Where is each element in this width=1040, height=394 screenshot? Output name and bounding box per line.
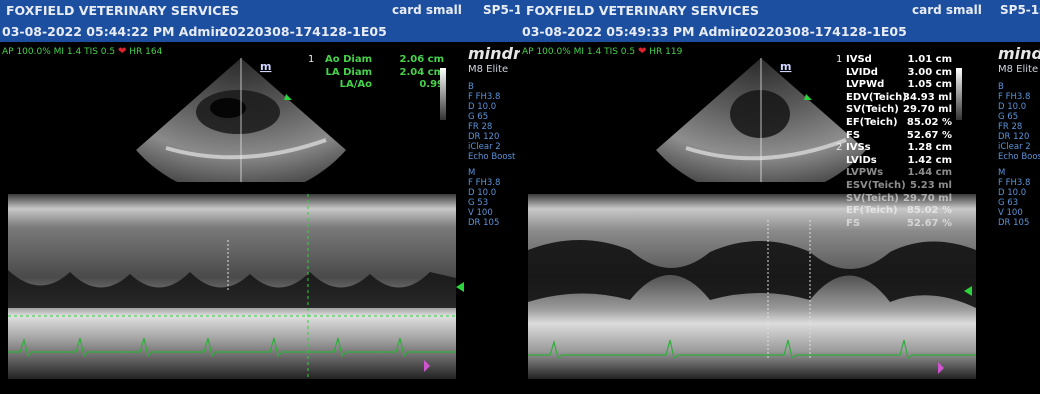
measurement-group-index: 1 bbox=[836, 54, 843, 65]
measurement-row: ESV(Teich) 5.23 ml bbox=[846, 180, 952, 193]
measurement-row: LA Diam 2.04 cm bbox=[322, 66, 445, 80]
measurement-value: 1.01 cm bbox=[907, 54, 952, 65]
acq-power-text: AP 100.0% MI 1.4 TIS 0.5 bbox=[522, 47, 636, 57]
gray-scale-bar bbox=[956, 68, 962, 120]
acquisition-params: AP 100.0% MI 1.4 TIS 0.5 ❤ HR 164 bbox=[2, 46, 162, 57]
study-id: 20220308-174128-1E05 bbox=[220, 24, 387, 39]
measurement-label: LA Diam bbox=[325, 66, 373, 78]
measurement-row: LVPWd 1.05 cm bbox=[846, 79, 952, 92]
measurement-label: LVPWd bbox=[846, 79, 885, 91]
measurement-label: FS bbox=[846, 129, 861, 141]
measurement-label: LVIDs bbox=[846, 154, 877, 166]
measurement-value: 85.02 % bbox=[906, 205, 952, 217]
left-ultrasound-panel: FOXFIELD VETERINARY SERVICES card small … bbox=[0, 0, 520, 379]
exam-preset: card small bbox=[912, 3, 982, 17]
measurement-results: 1 Ao Diam 2.06 cm LA Diam 2.04 cm LA/Ao 0.9… bbox=[308, 54, 445, 92]
measurement-row: LVIDd 3.00 cm bbox=[846, 67, 952, 80]
measurement-row: LA/Ao 0.99 bbox=[322, 79, 444, 92]
measurement-value: 2.06 cm bbox=[399, 54, 444, 65]
measurement-label: LVPWs bbox=[846, 167, 884, 179]
m-mode-strip bbox=[528, 194, 976, 379]
measurement-value: 1.44 cm bbox=[907, 167, 952, 179]
measurement-row: FS 52.67 % bbox=[846, 218, 952, 231]
measurement-label: IVSs bbox=[846, 142, 871, 154]
institution-name: FOXFIELD VETERINARY SERVICES bbox=[6, 3, 240, 18]
measurement-row: LVIDs 1.42 cm bbox=[846, 155, 952, 168]
measurement-label: EDV(Teich) bbox=[846, 91, 907, 103]
measurement-label: IVSd bbox=[846, 54, 872, 65]
measurement-value: 0.99 bbox=[419, 79, 444, 91]
exam-preset: card small bbox=[392, 3, 462, 17]
measurement-row: IVSs 1.28 cm bbox=[846, 142, 952, 155]
measurement-value: 85.02 % bbox=[906, 116, 952, 128]
measurement-row: FS 52.67 % bbox=[846, 130, 952, 143]
measurement-row: Ao Diam 2.06 cm bbox=[322, 54, 444, 67]
b-mode-sector-image: m bbox=[656, 58, 866, 182]
measurement-label: Ao Diam bbox=[325, 54, 372, 65]
exam-datetime: 03-08-2022 05:49:33 PM Admin bbox=[522, 24, 744, 39]
header-bar: FOXFIELD VETERINARY SERVICES card small … bbox=[520, 0, 1040, 42]
institution-name: FOXFIELD VETERINARY SERVICES bbox=[526, 3, 760, 18]
measurement-label: EF(Teich) bbox=[846, 205, 898, 217]
heart-icon: ❤ bbox=[638, 46, 647, 57]
header-bar: FOXFIELD VETERINARY SERVICES card small … bbox=[0, 0, 520, 42]
measurement-row: SV(Teich) 29.70 ml bbox=[846, 193, 952, 206]
brand-logo: mindray bbox=[468, 44, 520, 63]
measurement-value: 52.67 % bbox=[906, 129, 952, 141]
measurement-label: ESV(Teich) bbox=[846, 179, 906, 191]
b-mode-sector-image: m bbox=[136, 58, 346, 182]
measurement-label: SV(Teich) bbox=[846, 104, 899, 116]
measurement-label: EF(Teich) bbox=[846, 116, 898, 128]
m-mode-params: M F FH3.8 D 10.0 G 63 V 100 DR 105 bbox=[998, 168, 1031, 228]
acq-power-text: AP 100.0% MI 1.4 TIS 0.5 bbox=[2, 47, 116, 57]
measurement-label: SV(Teich) bbox=[846, 192, 899, 204]
measurement-group-index: 1 bbox=[308, 54, 315, 65]
measurement-results: 1 2 IVSd 1.01 cm LVIDd 3.00 cm LVPWd 1.05 c… bbox=[836, 54, 952, 231]
measurement-row: EF(Teich) 85.02 % bbox=[846, 117, 952, 130]
measurement-value: 1.05 cm bbox=[907, 79, 952, 91]
measurement-value: 1.28 cm bbox=[907, 142, 952, 154]
measurement-value: 52.67 % bbox=[906, 217, 952, 229]
measurement-row: IVSd 1.01 cm bbox=[846, 54, 952, 67]
m-mode-strip bbox=[8, 194, 464, 379]
measurement-value: 34.93 ml bbox=[903, 91, 952, 103]
measurement-row: SV(Teich) 29.70 ml bbox=[846, 104, 952, 117]
heart-rate: HR 164 bbox=[129, 47, 163, 57]
measurement-label: FS bbox=[846, 217, 861, 229]
heart-rate: HR 119 bbox=[649, 47, 683, 57]
device-model: M8 Elite bbox=[998, 64, 1039, 75]
measurement-label: LVIDd bbox=[846, 66, 878, 78]
measurement-row: EDV(Teich) 34.93 ml bbox=[846, 92, 952, 105]
measurement-value: 29.70 ml bbox=[903, 104, 952, 116]
svg-text:m: m bbox=[260, 60, 271, 73]
device-model: M8 Elite bbox=[468, 64, 509, 75]
measurement-label: LA/Ao bbox=[339, 79, 372, 91]
probe-name: SP5-1s bbox=[483, 3, 520, 17]
exam-datetime: 03-08-2022 05:44:22 PM Admin bbox=[2, 24, 224, 39]
svg-text:m: m bbox=[780, 60, 791, 73]
brand-logo: mindray bbox=[998, 44, 1040, 63]
probe-name: SP5-1s bbox=[1000, 3, 1040, 17]
measurement-value: 3.00 cm bbox=[907, 66, 952, 78]
right-ultrasound-panel: FOXFIELD VETERINARY SERVICES card small … bbox=[520, 0, 1040, 394]
measurement-row: LVPWs 1.44 cm bbox=[846, 167, 952, 180]
gray-scale-bar bbox=[440, 68, 446, 120]
measurement-value: 2.04 cm bbox=[399, 66, 444, 78]
measurement-group-index: 2 bbox=[836, 142, 843, 153]
measurement-value: 29.70 ml bbox=[903, 192, 952, 204]
heart-icon: ❤ bbox=[118, 46, 127, 57]
measurement-value: 1.42 cm bbox=[907, 154, 952, 166]
measurement-value: 5.23 ml bbox=[909, 179, 952, 191]
study-id: 20220308-174128-1E05 bbox=[740, 24, 907, 39]
b-mode-params: B F FH3.8 D 10.0 G 65 FR 28 DR 120 iClea… bbox=[468, 82, 516, 162]
acquisition-params: AP 100.0% MI 1.4 TIS 0.5 ❤ HR 119 bbox=[522, 46, 682, 57]
b-mode-params: B F FH3.8 D 10.0 G 65 FR 28 DR 120 iClea… bbox=[998, 82, 1040, 162]
measurement-row: EF(Teich) 85.02 % bbox=[846, 205, 952, 218]
m-mode-params: M F FH3.8 D 10.0 G 53 V 100 DR 105 bbox=[468, 168, 501, 228]
